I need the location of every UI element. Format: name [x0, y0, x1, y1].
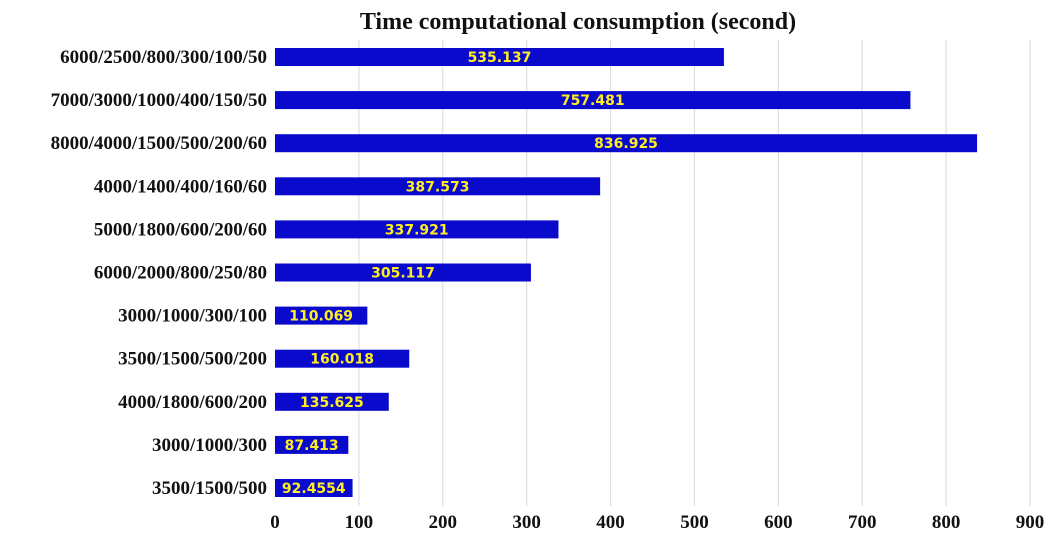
x-tick-label: 700	[848, 512, 877, 533]
category-label: 3000/1000/300/100	[118, 306, 267, 327]
data-label: 387.573	[406, 179, 470, 195]
category-label: 3000/1000/300	[152, 435, 267, 456]
data-label: 305.117	[371, 266, 435, 282]
data-label: 535.137	[468, 50, 532, 66]
x-tick-label: 900	[1016, 512, 1045, 533]
chart-title: Time computational consumption (second)	[360, 9, 796, 35]
x-tick-label: 500	[680, 512, 709, 533]
category-label: 5000/1800/600/200/60	[94, 219, 267, 240]
bar	[275, 349, 410, 368]
bar	[275, 220, 559, 239]
category-label: 6000/2500/800/300/100/50	[60, 47, 267, 68]
x-tick-label: 400	[596, 512, 625, 533]
bar	[275, 435, 349, 454]
data-label: 836.925	[594, 136, 658, 152]
x-tick-label: 300	[512, 512, 541, 533]
data-label: 92.4554	[282, 481, 346, 497]
x-tick-label: 0	[270, 512, 280, 533]
data-label: 135.625	[300, 395, 364, 411]
category-label: 8000/4000/1500/500/200/60	[51, 133, 267, 154]
bar	[275, 263, 531, 282]
bar	[275, 392, 389, 411]
category-label: 7000/3000/1000/400/150/50	[51, 90, 267, 111]
x-axis-tick-labels: 0 100 200 300 400 500 600 700 800 900	[270, 512, 1044, 533]
category-label: 6000/2000/800/250/80	[94, 263, 267, 284]
bar	[275, 48, 724, 66]
x-tick-label: 800	[932, 512, 961, 533]
category-label: 3500/1500/500/200	[118, 349, 267, 370]
bars	[275, 48, 978, 497]
bar	[275, 134, 978, 153]
bar	[275, 177, 601, 196]
data-label: 160.018	[310, 352, 374, 368]
x-tick-label: 600	[764, 512, 793, 533]
gridlines	[358, 40, 1031, 506]
category-label: 3500/1500/500	[152, 478, 267, 499]
data-label: 110.069	[289, 309, 353, 325]
data-labels: 535.137 757.481 836.925 387.573 337.921 305.1…	[282, 50, 658, 497]
x-tick-label: 200	[429, 512, 458, 533]
data-label: 337.921	[385, 222, 449, 238]
data-label: 757.481	[561, 93, 625, 109]
data-label: 87.413	[285, 438, 339, 454]
category-label: 4000/1400/400/160/60	[94, 176, 267, 197]
x-tick-label: 100	[345, 512, 374, 533]
bar	[275, 479, 353, 497]
bar	[275, 91, 911, 110]
bar	[275, 306, 368, 325]
category-labels: 6000/2500/800/300/100/50 7000/3000/1000/4…	[51, 47, 267, 499]
category-label: 4000/1800/600/200	[118, 392, 267, 413]
